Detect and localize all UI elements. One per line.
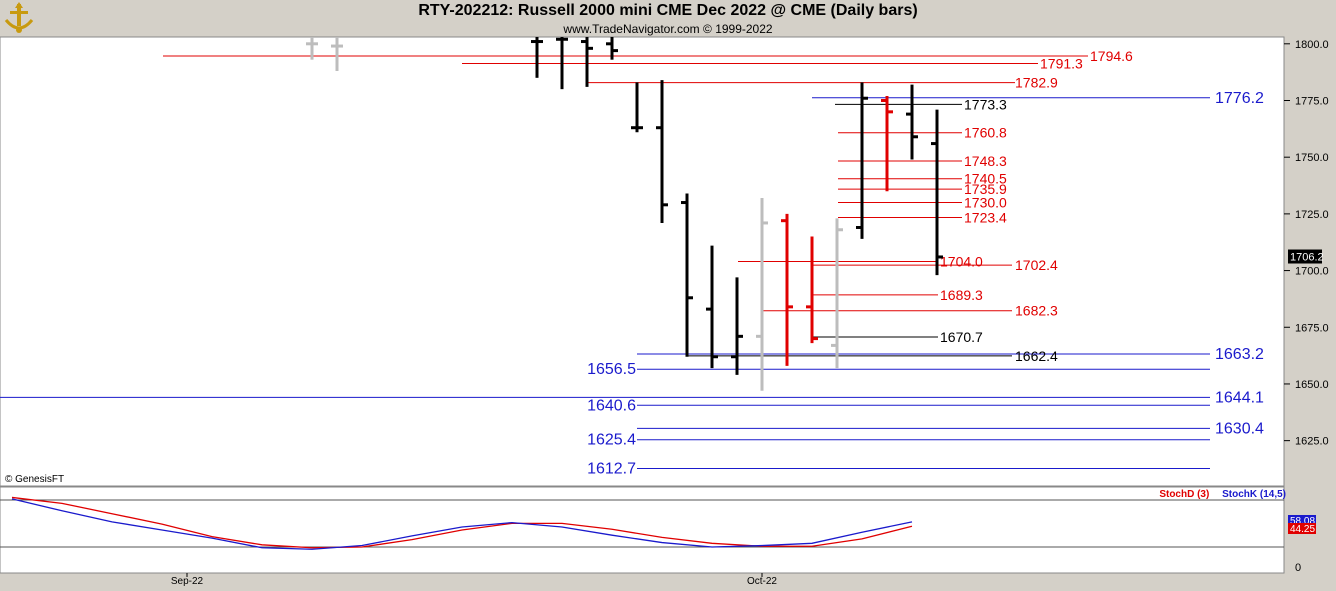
level-label: 1640.6 [587,397,636,414]
price-axis: 1800.0 1775.0 1750.0 1725.0 1700.0 1675.0 1650… [1284,39,1329,448]
genesis-logo-icon [2,2,36,34]
chart-title: RTY-202212: Russell 2000 mini CME Dec 20… [418,2,918,19]
level-label: 1612.7 [587,461,636,478]
level-label: 1670.7 [940,329,983,345]
price-tick-label: 1800.0 [1295,39,1329,51]
level-label: 1656.5 [587,361,636,378]
level-label: 1689.3 [940,287,983,303]
stochd-value-label: 44.25 [1290,524,1315,535]
last-price-label: 1706.2 [1290,252,1324,264]
level-label: 1662.4 [1015,348,1058,364]
price-tick-label: 1750.0 [1295,152,1329,164]
level-label: 1760.8 [964,125,1007,141]
legend-stochd: StochD (3) [1159,489,1210,500]
stochastic-panel [0,486,1285,574]
level-label: 1723.4 [964,210,1007,226]
level-label: 1702.4 [1015,257,1058,273]
price-tick-label: 1700.0 [1295,266,1329,278]
level-label: 1782.9 [1015,75,1058,91]
stochastic-lines [0,496,1284,550]
stochastic-legend: StochD (3) StochK (14,5) [1159,489,1286,500]
level-label: 1730.0 [964,195,1007,211]
last-price-box [1288,249,1322,264]
price-bars [306,37,943,391]
price-tick-label: 1725.0 [1295,209,1329,221]
stochk-value-box [1288,515,1316,526]
price-tick-label: 1775.0 [1295,95,1329,107]
price-panel [0,36,1285,487]
stochd-value-box [1288,523,1316,534]
date-tick-label: Sep-22 [171,576,204,587]
price-tick-label: 1675.0 [1295,322,1329,334]
level-label: 1773.3 [964,96,1007,112]
level-label: 1663.2 [1215,346,1264,363]
stochk-value-label: 58.08 [1290,516,1315,527]
level-label: 1776.2 [1215,90,1264,107]
stoch-tick-label: 0 [1295,562,1301,574]
legend-stochk: StochK (14,5) [1222,489,1286,500]
date-axis: Sep-22 Oct-22 [171,573,777,587]
level-label: 1704.0 [940,254,983,270]
date-tick-label: Oct-22 [747,576,777,587]
price-tick-label: 1625.0 [1295,436,1329,448]
level-label: 1735.9 [964,181,1007,197]
level-label: 1682.3 [1015,303,1058,319]
level-label: 1630.4 [1215,420,1264,437]
level-label: 1625.4 [587,432,636,449]
level-label: 1794.6 [1090,48,1133,64]
price-tick-label: 1650.0 [1295,379,1329,391]
level-label: 1740.5 [964,171,1007,187]
level-label: 1644.1 [1215,389,1264,406]
level-label: 1748.3 [964,153,1007,169]
price-levels: 1794.6 1791.3 1782.9 1776.2 1773.3 1760.8 1748… [0,48,1264,478]
stoch-line [11,498,913,550]
copyright-text: © GenesisFT [5,474,65,485]
stoch-line [11,496,913,549]
level-label: 1791.3 [1040,56,1083,72]
chart-subtitle: www.TradeNavigator.com © 1999-2022 [563,22,773,36]
